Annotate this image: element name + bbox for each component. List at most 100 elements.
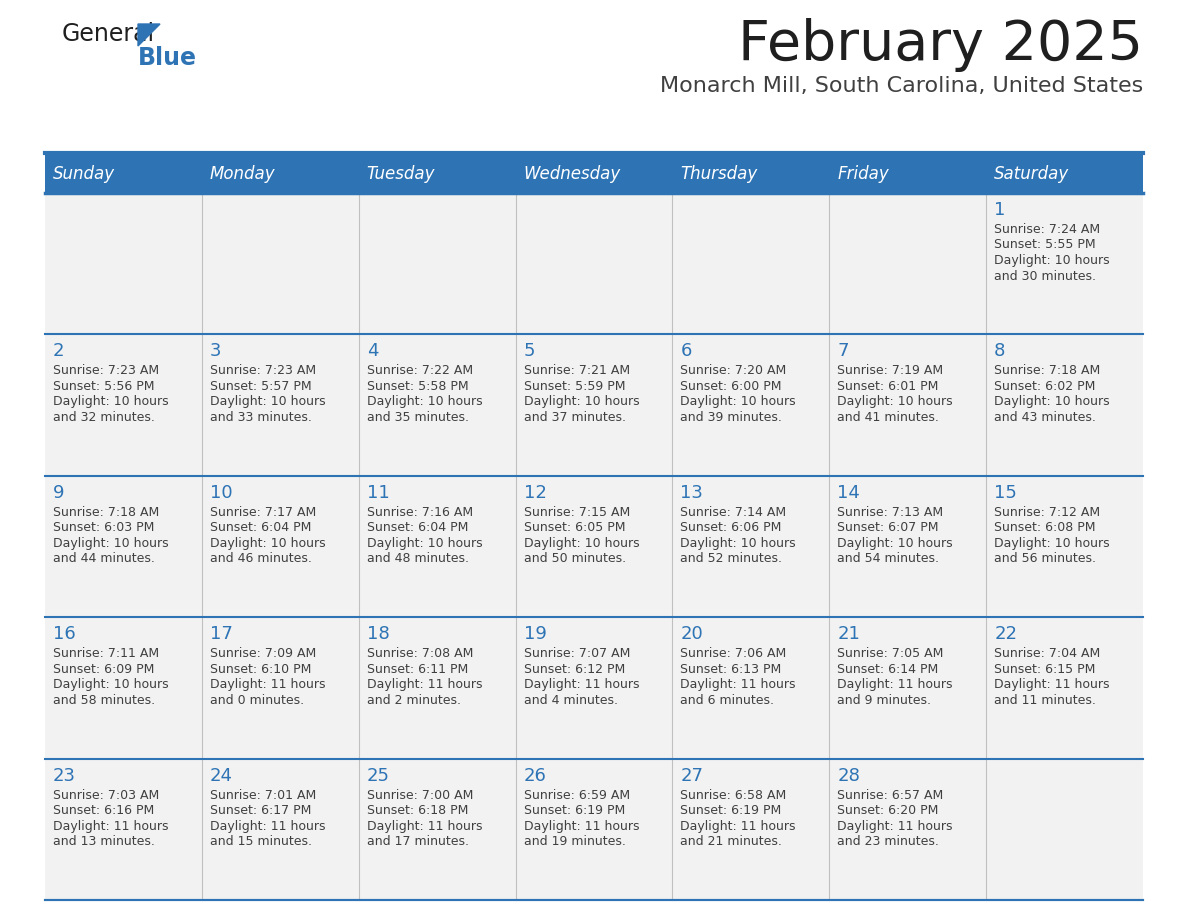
- Text: Sunset: 6:16 PM: Sunset: 6:16 PM: [53, 804, 154, 817]
- Text: Sunrise: 7:15 AM: Sunrise: 7:15 AM: [524, 506, 630, 519]
- Text: Sunrise: 7:18 AM: Sunrise: 7:18 AM: [53, 506, 159, 519]
- Text: Sunset: 6:18 PM: Sunset: 6:18 PM: [367, 804, 468, 817]
- Text: and 19 minutes.: and 19 minutes.: [524, 835, 625, 848]
- Text: Sunrise: 7:22 AM: Sunrise: 7:22 AM: [367, 364, 473, 377]
- Bar: [516, 155, 672, 193]
- Text: Sunrise: 7:09 AM: Sunrise: 7:09 AM: [210, 647, 316, 660]
- Text: Daylight: 10 hours: Daylight: 10 hours: [838, 537, 953, 550]
- Text: Sunrise: 7:05 AM: Sunrise: 7:05 AM: [838, 647, 943, 660]
- Text: Sunset: 5:58 PM: Sunset: 5:58 PM: [367, 380, 468, 393]
- Text: Sunset: 6:20 PM: Sunset: 6:20 PM: [838, 804, 939, 817]
- Text: 1: 1: [994, 201, 1005, 219]
- Text: 16: 16: [53, 625, 76, 644]
- Bar: [359, 193, 516, 334]
- Text: 14: 14: [838, 484, 860, 502]
- Text: Sunset: 6:13 PM: Sunset: 6:13 PM: [681, 663, 782, 676]
- Text: Sunrise: 7:08 AM: Sunrise: 7:08 AM: [367, 647, 473, 660]
- Text: and 52 minutes.: and 52 minutes.: [681, 553, 783, 565]
- Text: Sunrise: 7:24 AM: Sunrise: 7:24 AM: [994, 223, 1100, 236]
- Text: Sunrise: 6:59 AM: Sunrise: 6:59 AM: [524, 789, 630, 801]
- Text: and 54 minutes.: and 54 minutes.: [838, 553, 940, 565]
- Text: Sunset: 6:14 PM: Sunset: 6:14 PM: [838, 663, 939, 676]
- Text: Daylight: 11 hours: Daylight: 11 hours: [681, 678, 796, 691]
- Text: 7: 7: [838, 342, 848, 361]
- Bar: [516, 334, 672, 476]
- Bar: [986, 476, 1143, 617]
- Text: 28: 28: [838, 767, 860, 785]
- Text: Sunset: 6:02 PM: Sunset: 6:02 PM: [994, 380, 1095, 393]
- Bar: [672, 758, 829, 900]
- Text: February 2025: February 2025: [738, 18, 1143, 72]
- Text: and 58 minutes.: and 58 minutes.: [53, 694, 156, 707]
- Text: Friday: Friday: [838, 165, 889, 183]
- Text: Sunset: 6:10 PM: Sunset: 6:10 PM: [210, 663, 311, 676]
- Text: 10: 10: [210, 484, 233, 502]
- Text: Sunrise: 7:13 AM: Sunrise: 7:13 AM: [838, 506, 943, 519]
- Text: and 17 minutes.: and 17 minutes.: [367, 835, 469, 848]
- Text: 27: 27: [681, 767, 703, 785]
- Text: 4: 4: [367, 342, 378, 361]
- Text: 25: 25: [367, 767, 390, 785]
- Text: 15: 15: [994, 484, 1017, 502]
- Text: and 50 minutes.: and 50 minutes.: [524, 553, 626, 565]
- Bar: [45, 334, 202, 476]
- Text: 5: 5: [524, 342, 535, 361]
- Text: 26: 26: [524, 767, 546, 785]
- Text: Daylight: 10 hours: Daylight: 10 hours: [681, 537, 796, 550]
- Bar: [829, 617, 986, 758]
- Text: Sunrise: 7:04 AM: Sunrise: 7:04 AM: [994, 647, 1100, 660]
- Text: Sunrise: 7:23 AM: Sunrise: 7:23 AM: [210, 364, 316, 377]
- Text: and 21 minutes.: and 21 minutes.: [681, 835, 783, 848]
- Bar: [986, 617, 1143, 758]
- Text: Daylight: 11 hours: Daylight: 11 hours: [524, 820, 639, 833]
- Text: 21: 21: [838, 625, 860, 644]
- Text: 17: 17: [210, 625, 233, 644]
- Text: 20: 20: [681, 625, 703, 644]
- Text: Wednesday: Wednesday: [524, 165, 621, 183]
- Text: Sunset: 6:03 PM: Sunset: 6:03 PM: [53, 521, 154, 534]
- Text: Sunrise: 7:18 AM: Sunrise: 7:18 AM: [994, 364, 1100, 377]
- Text: Sunset: 5:59 PM: Sunset: 5:59 PM: [524, 380, 625, 393]
- Text: Daylight: 11 hours: Daylight: 11 hours: [210, 820, 326, 833]
- Text: 24: 24: [210, 767, 233, 785]
- Bar: [516, 193, 672, 334]
- Text: Daylight: 11 hours: Daylight: 11 hours: [367, 820, 482, 833]
- Text: 6: 6: [681, 342, 691, 361]
- Text: 22: 22: [994, 625, 1017, 644]
- Text: Sunrise: 7:00 AM: Sunrise: 7:00 AM: [367, 789, 473, 801]
- Bar: [202, 193, 359, 334]
- Text: Daylight: 11 hours: Daylight: 11 hours: [53, 820, 169, 833]
- Text: Thursday: Thursday: [681, 165, 758, 183]
- Text: Sunset: 6:04 PM: Sunset: 6:04 PM: [210, 521, 311, 534]
- Text: Sunset: 6:09 PM: Sunset: 6:09 PM: [53, 663, 154, 676]
- Bar: [45, 758, 202, 900]
- Text: and 37 minutes.: and 37 minutes.: [524, 411, 626, 424]
- Text: Daylight: 10 hours: Daylight: 10 hours: [994, 537, 1110, 550]
- Text: and 48 minutes.: and 48 minutes.: [367, 553, 469, 565]
- Text: Sunrise: 7:21 AM: Sunrise: 7:21 AM: [524, 364, 630, 377]
- Bar: [829, 155, 986, 193]
- Text: and 32 minutes.: and 32 minutes.: [53, 411, 154, 424]
- Text: Sunset: 6:06 PM: Sunset: 6:06 PM: [681, 521, 782, 534]
- Bar: [359, 476, 516, 617]
- Bar: [986, 758, 1143, 900]
- Text: Sunrise: 7:19 AM: Sunrise: 7:19 AM: [838, 364, 943, 377]
- Bar: [359, 155, 516, 193]
- Text: Daylight: 10 hours: Daylight: 10 hours: [994, 396, 1110, 409]
- Text: Daylight: 10 hours: Daylight: 10 hours: [53, 537, 169, 550]
- Text: Sunrise: 7:20 AM: Sunrise: 7:20 AM: [681, 364, 786, 377]
- Bar: [672, 334, 829, 476]
- Bar: [202, 155, 359, 193]
- Text: 13: 13: [681, 484, 703, 502]
- Bar: [45, 155, 202, 193]
- Text: and 2 minutes.: and 2 minutes.: [367, 694, 461, 707]
- Bar: [359, 617, 516, 758]
- Text: Daylight: 10 hours: Daylight: 10 hours: [53, 396, 169, 409]
- Text: and 35 minutes.: and 35 minutes.: [367, 411, 469, 424]
- Text: Sunset: 6:00 PM: Sunset: 6:00 PM: [681, 380, 782, 393]
- Bar: [672, 193, 829, 334]
- Text: and 33 minutes.: and 33 minutes.: [210, 411, 311, 424]
- Text: Daylight: 10 hours: Daylight: 10 hours: [524, 537, 639, 550]
- Text: Sunset: 6:04 PM: Sunset: 6:04 PM: [367, 521, 468, 534]
- Text: and 6 minutes.: and 6 minutes.: [681, 694, 775, 707]
